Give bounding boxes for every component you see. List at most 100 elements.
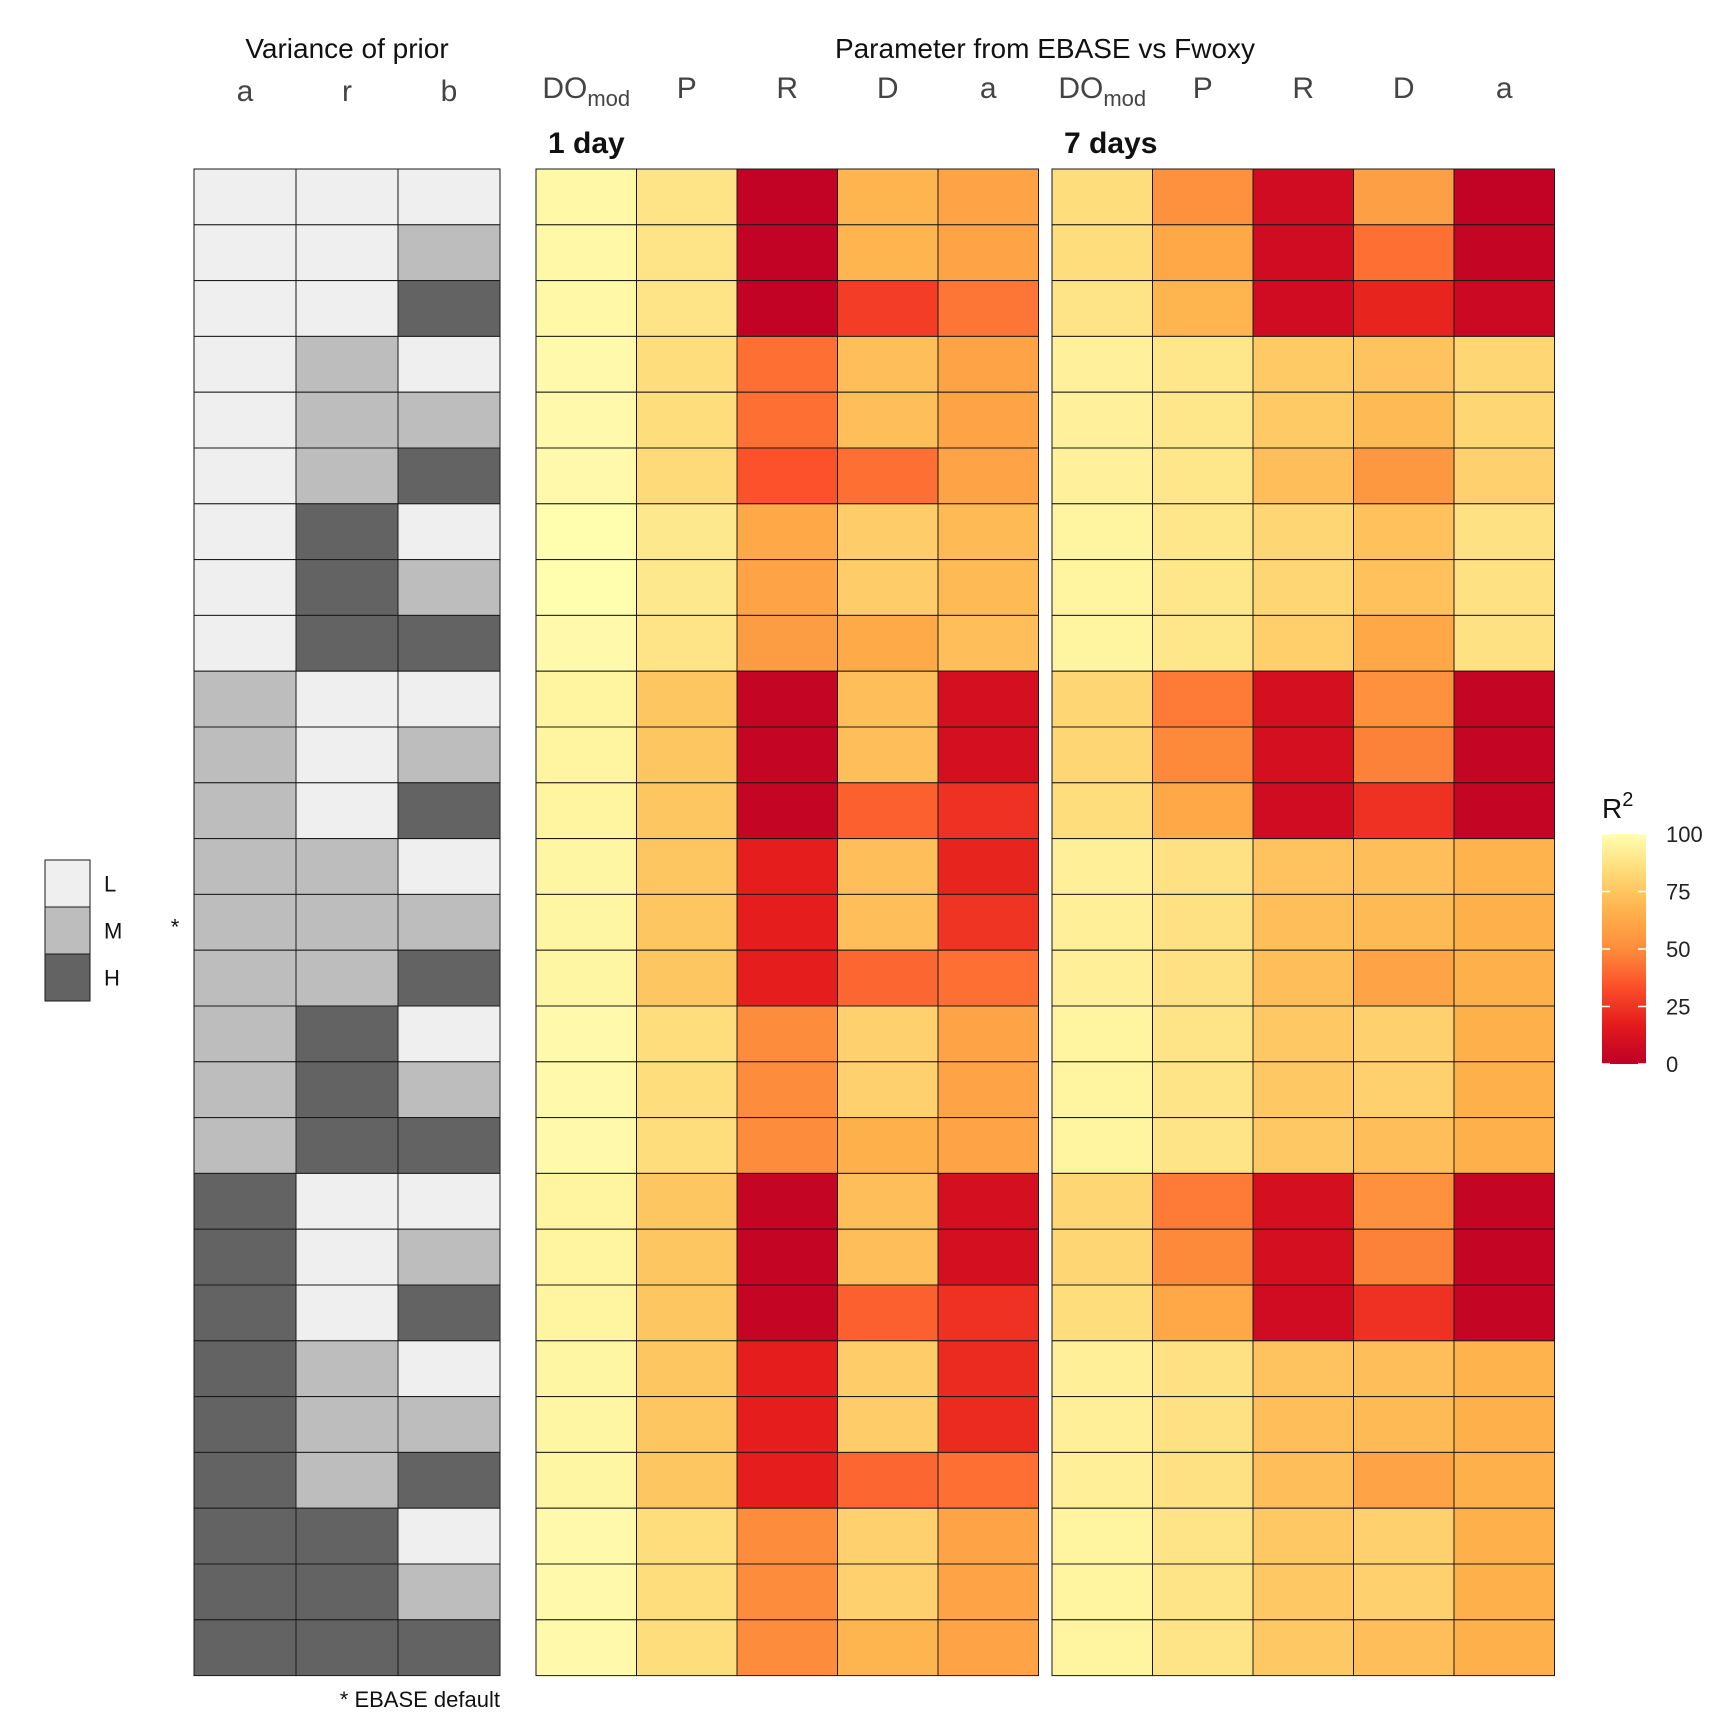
heatmap-cell: [636, 614, 738, 672]
heatmap-cell: [736, 670, 838, 728]
heatmap-cell: [937, 1507, 1039, 1565]
heatmap-cell: [1353, 447, 1455, 505]
prior-column-label: b: [441, 75, 458, 108]
heatmap-cell: [837, 1228, 939, 1286]
heatmap-cell: [1252, 391, 1354, 449]
footnote: * EBASE default: [340, 1687, 500, 1712]
panel-title: 1 day: [548, 127, 625, 160]
heatmap-cell: [535, 447, 637, 505]
heatmap-cell: [1152, 1619, 1254, 1677]
heatmap-cell: [1252, 1284, 1354, 1342]
heatmap-cell: [1152, 614, 1254, 672]
prior-cell: [397, 559, 501, 616]
heatmap-cell: [1353, 391, 1455, 449]
heatmap-cell: [837, 447, 939, 505]
heatmap-cell: [736, 280, 838, 337]
heatmap-cell: [1152, 838, 1254, 895]
heatmap-cell: [837, 1117, 939, 1174]
heatmap-cell: [636, 1340, 738, 1398]
prior-cell: [295, 949, 399, 1007]
heatmap-cell: [837, 1507, 939, 1565]
prior-cell: [397, 1005, 501, 1063]
heatmap-cell: [1353, 949, 1455, 1007]
heatmap-cell: [1152, 949, 1254, 1007]
heatmap-cell: [1152, 503, 1254, 561]
heatmap-cell: [636, 168, 738, 226]
prior-cell: [295, 503, 399, 561]
prior-level-legend: LMH: [44, 859, 122, 1002]
heatmap-cell: [937, 1340, 1039, 1398]
prior-cell: [295, 1507, 399, 1565]
heatmap-cell: [837, 1563, 939, 1621]
prior-cell: [193, 726, 297, 784]
heatmap-cell: [1051, 280, 1153, 337]
heatmap-cell: [636, 1619, 738, 1677]
prior-cell: [397, 1563, 501, 1621]
heatmap-cell: [837, 1005, 939, 1063]
heatmap-cell: [1252, 726, 1354, 784]
heatmap-cell: [1051, 1005, 1153, 1063]
heatmap-cell: [1252, 503, 1354, 561]
heatmap-cell: [837, 949, 939, 1007]
heatmap-cell: [1252, 1340, 1354, 1398]
heatmap-cell: [837, 838, 939, 895]
prior-cell: [295, 447, 399, 505]
heatmap-cell: [1453, 614, 1555, 672]
heatmap-cell: [1453, 1507, 1555, 1565]
prior-cell: [295, 280, 399, 337]
heatmap-cell: [1152, 1396, 1254, 1453]
heatmap-cell: [837, 614, 939, 672]
heatmap-cell: [1152, 559, 1254, 616]
heatmap-cell: [1453, 1563, 1555, 1621]
heatmap-cell: [736, 782, 838, 840]
heatmap-cell: [837, 168, 939, 226]
heatmap-panel: 1 day: [535, 127, 1039, 1677]
heatmap-cell: [736, 447, 838, 505]
heatmap-cell: [636, 893, 738, 951]
heatmap-cell: [1453, 949, 1555, 1007]
heatmap-cell: [1353, 893, 1455, 951]
heatmap-cell: [1051, 1172, 1153, 1230]
prior-cell: [193, 1117, 297, 1174]
heatmap-cell: [1051, 1117, 1153, 1174]
heatmap-cell: [1152, 1005, 1254, 1063]
prior-cell: [193, 503, 297, 561]
heatmap-cell: [1252, 1507, 1354, 1565]
heatmap-cell: [1051, 670, 1153, 728]
heatmap-cell: [1453, 1228, 1555, 1286]
prior-cell: [193, 391, 297, 449]
heatmap-cell: [1051, 335, 1153, 393]
param-column-label: DOmod: [542, 72, 630, 111]
heatmap-cell: [937, 614, 1039, 672]
prior-group-title: Variance of prior: [245, 33, 448, 64]
prior-cell: [193, 1005, 297, 1063]
heatmap-cell: [837, 503, 939, 561]
prior-cell: [397, 168, 501, 226]
prior-cell: [295, 559, 399, 616]
heatmap-cell: [535, 1284, 637, 1342]
heatmap-cell: [736, 559, 838, 616]
colorbar-tick-label: 25: [1666, 995, 1690, 1020]
legend-label: L: [104, 872, 116, 897]
prior-cell: [397, 726, 501, 784]
heatmap-cell: [1152, 726, 1254, 784]
heatmap-cell: [937, 670, 1039, 728]
heatmap-cell: [1453, 1619, 1555, 1677]
prior-cell: [193, 1340, 297, 1398]
heatmap-cell: [535, 224, 637, 282]
heatmap-cell: [937, 168, 1039, 226]
prior-cell: [397, 447, 501, 505]
heatmap-cell: [1353, 224, 1455, 282]
heatmap-cell: [1252, 949, 1354, 1007]
prior-cell: [193, 335, 297, 393]
prior-column-label: r: [342, 75, 352, 108]
heatmap-cell: [1453, 1340, 1555, 1398]
prior-cell: [193, 1228, 297, 1286]
prior-cell: [397, 614, 501, 672]
heatmap-cell: [1051, 224, 1153, 282]
prior-cell: [295, 335, 399, 393]
heatmap-cell: [1353, 280, 1455, 337]
heatmap-cell: [837, 726, 939, 784]
heatmap-cell: [937, 1284, 1039, 1342]
